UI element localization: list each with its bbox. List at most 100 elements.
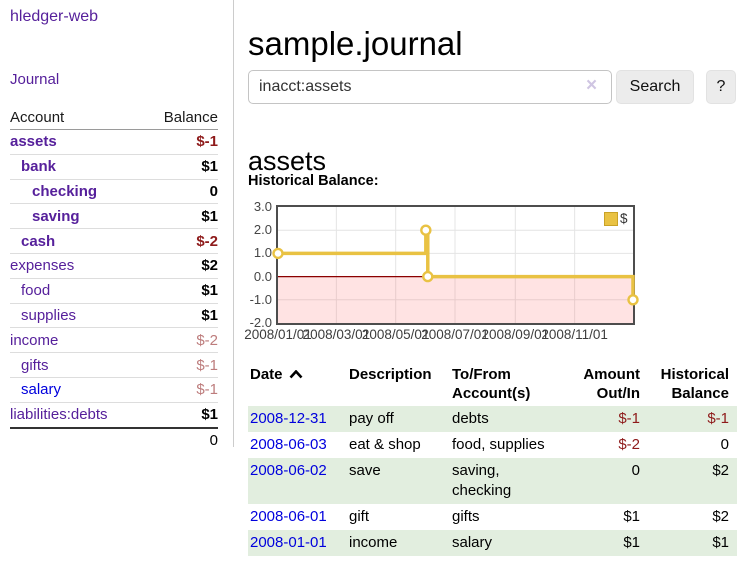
account-balance: $1 [201, 158, 218, 176]
account-balance: $-2 [196, 331, 218, 349]
transaction-date-link[interactable]: 2008-01-01 [250, 534, 327, 551]
account-link-saving[interactable]: saving [32, 207, 80, 225]
account-row: income $-2 [10, 328, 218, 354]
account-balance: $1 [201, 207, 218, 225]
column-header-accounts[interactable]: To/From Account(s) [452, 366, 531, 402]
account-row: supplies $1 [10, 304, 218, 329]
transaction-description: income [349, 534, 398, 551]
y-axis-tick-label: 2.0 [253, 222, 272, 238]
account-link-gifts[interactable]: gifts [21, 356, 49, 374]
y-axis-tick-label: -2.0 [249, 315, 272, 330]
register-row: 2008-06-02 save saving, checking 0 $2 [248, 458, 737, 504]
transaction-description: gift [349, 508, 370, 525]
account-link-salary[interactable]: salary [21, 381, 62, 399]
account-row: checking 0 [10, 180, 218, 205]
register-table: Date Description To/From Account(s) Amou… [248, 362, 737, 556]
page-title: sample.journal [248, 25, 463, 63]
account-balance: $1 [201, 282, 218, 300]
main-content: sample.journal × Search ? assets Histori… [244, 0, 742, 582]
account-balance: $1 [201, 406, 218, 424]
app-title-link[interactable]: hledger-web [10, 8, 99, 25]
transaction-accounts: saving, checking [452, 462, 512, 499]
account-row: expenses $2 [10, 254, 218, 279]
x-axis-tick-label: 2008/09/01 [481, 327, 550, 342]
column-header-amount[interactable]: Amount Out/In [583, 366, 640, 402]
account-balance: $2 [201, 257, 218, 275]
sort-asc-icon [289, 369, 302, 379]
account-heading: assets [248, 146, 327, 177]
transaction-date-link[interactable]: 2008-06-02 [250, 462, 327, 479]
transaction-balance: 0 [720, 436, 729, 453]
transaction-date-link[interactable]: 2008-12-31 [250, 410, 327, 427]
transaction-accounts: food, supplies [452, 436, 545, 453]
x-axis-tick-label: 2008/05/01 [361, 327, 430, 342]
column-header-description[interactable]: Description [349, 366, 432, 383]
account-balance: $-1 [196, 133, 218, 151]
y-axis-tick-label: 1.0 [253, 245, 272, 261]
transaction-date-link[interactable]: 2008-06-01 [250, 508, 327, 525]
account-link-liabilities-debts[interactable]: liabilities:debts [10, 406, 108, 424]
transaction-balance: $2 [712, 462, 729, 479]
account-row: cash $-2 [10, 229, 218, 254]
chart-legend: $ [604, 211, 628, 226]
balance-column-header: Balance [163, 108, 218, 126]
transaction-amount: $1 [623, 508, 640, 525]
transaction-balance: $1 [712, 534, 729, 551]
register-row: 2008-06-03 eat & shop food, supplies $-2 0 [248, 432, 737, 458]
column-header-date[interactable]: Date [248, 362, 347, 406]
register-body: 2008-12-31 pay off debts $-1 $-1 2008-06-03 ea… [248, 406, 737, 556]
register-row: 2008-06-01 gift gifts $1 $2 [248, 504, 737, 530]
chart-canvas [272, 207, 639, 323]
account-balance: $-2 [196, 232, 218, 250]
accounts-total-row: 0 [10, 426, 218, 453]
transaction-amount: $-2 [618, 436, 640, 453]
transaction-description: save [349, 462, 381, 479]
legend-label: $ [620, 211, 628, 226]
account-balance: $-1 [196, 356, 218, 374]
column-header-balance[interactable]: Historical Balance [660, 366, 729, 402]
search-bar: × Search ? [248, 70, 742, 104]
clear-search-icon[interactable]: × [586, 75, 598, 96]
sidebar-item-journal[interactable]: Journal [10, 71, 60, 88]
y-axis-tick-label: 0.0 [253, 268, 272, 284]
x-axis-tick-label: 2008/01/01 [244, 327, 312, 342]
transaction-date-link[interactable]: 2008-06-03 [250, 436, 327, 453]
register-row: 2008-01-01 income salary $1 $1 [248, 530, 737, 556]
transaction-accounts: salary [452, 534, 493, 551]
transaction-amount: $1 [623, 534, 640, 551]
account-link-expenses[interactable]: expenses [10, 257, 75, 275]
account-link-checking[interactable]: checking [32, 182, 98, 200]
account-balance: 0 [209, 182, 218, 200]
help-button[interactable]: ? [706, 70, 736, 104]
account-link-bank[interactable]: bank [21, 158, 57, 176]
account-link-food[interactable]: food [21, 282, 51, 300]
account-row: saving $1 [10, 204, 218, 230]
search-button[interactable]: Search [616, 70, 694, 104]
transaction-amount: 0 [631, 462, 640, 479]
sidebar: hledger-web Journal Account Balance asse… [0, 0, 233, 582]
sidebar-divider [233, 0, 234, 447]
account-rows: assets $-1 bank $1 checking 0 saving $1 cash $-2 e… [10, 130, 218, 428]
account-link-income[interactable]: income [10, 331, 59, 349]
account-row: food $1 [10, 279, 218, 304]
account-row: assets $-1 [10, 130, 218, 155]
account-balance: $1 [201, 306, 218, 324]
register-row: 2008-12-31 pay off debts $-1 $-1 [248, 406, 737, 432]
transaction-description: eat & shop [349, 436, 421, 453]
account-link-assets[interactable]: assets [10, 133, 57, 151]
account-link-cash[interactable]: cash [21, 232, 56, 250]
accounts-table: Account Balance assets $-1 bank $1 checking 0… [10, 105, 218, 453]
x-axis-tick-label: 2008/11/01 [541, 327, 608, 342]
accounts-total-value: 0 [209, 432, 218, 450]
search-input[interactable] [248, 70, 612, 104]
chart-title: Historical Balance: [248, 173, 379, 189]
account-link-supplies[interactable]: supplies [21, 306, 77, 324]
transaction-balance: $2 [712, 508, 729, 525]
transaction-description: pay off [349, 410, 394, 427]
transaction-accounts: debts [452, 410, 489, 427]
y-axis-tick-label: 3.0 [253, 199, 272, 214]
x-axis-tick-label: 2008/03/01 [302, 327, 371, 342]
balance-chart [272, 205, 639, 325]
account-row: liabilities:debts $1 [10, 403, 218, 428]
legend-swatch-icon [604, 211, 618, 226]
